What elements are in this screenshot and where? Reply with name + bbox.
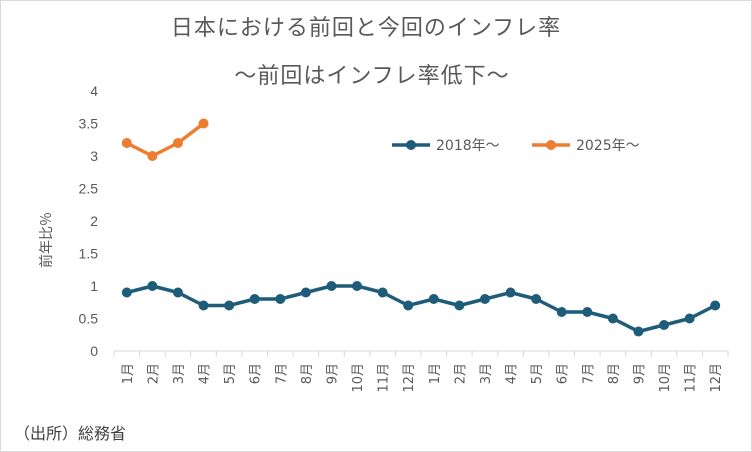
data-point bbox=[428, 294, 439, 304]
x-tick-label: 4月 bbox=[198, 363, 213, 384]
data-point bbox=[249, 294, 260, 304]
legend-marker bbox=[406, 140, 416, 150]
x-tick-label: 6月 bbox=[249, 363, 264, 384]
legend-marker bbox=[546, 140, 556, 150]
x-tick-label: 1月 bbox=[428, 363, 443, 384]
x-tick-label: 4月 bbox=[505, 363, 520, 384]
x-tick-label: 10月 bbox=[658, 363, 673, 393]
data-point bbox=[710, 300, 721, 311]
x-tick-label: 7月 bbox=[274, 363, 289, 384]
x-tick-label: 2月 bbox=[453, 363, 468, 384]
y-tick-label: 3 bbox=[90, 148, 98, 164]
data-point bbox=[172, 287, 183, 298]
data-point bbox=[352, 281, 363, 291]
x-tick-label: 8月 bbox=[607, 363, 622, 384]
x-tick-label: 12月 bbox=[402, 363, 417, 393]
data-point bbox=[172, 138, 183, 148]
data-point bbox=[582, 307, 593, 317]
legend-label: 2018年〜 bbox=[436, 138, 500, 154]
data-point bbox=[403, 300, 414, 311]
series-line bbox=[125, 122, 205, 158]
data-point bbox=[556, 307, 567, 317]
series-line bbox=[126, 284, 717, 334]
x-tick-label: 11月 bbox=[377, 363, 392, 393]
y-tick-label: 4 bbox=[90, 83, 98, 99]
data-point bbox=[198, 300, 209, 311]
data-point bbox=[121, 287, 132, 298]
y-tick-label: 0 bbox=[90, 343, 98, 359]
y-tick-label: 0.5 bbox=[79, 311, 99, 327]
data-point bbox=[505, 287, 516, 298]
y-tick-label: 2.5 bbox=[79, 181, 99, 197]
data-point bbox=[147, 151, 158, 161]
source-note: （出所）総務省 bbox=[14, 424, 127, 443]
y-tick-label: 1.5 bbox=[79, 246, 99, 262]
legend-label: 2025年〜 bbox=[576, 138, 640, 154]
y-tick-label: 1 bbox=[90, 278, 98, 294]
x-tick-label: 7月 bbox=[581, 363, 596, 384]
x-tick-label: 3月 bbox=[172, 363, 187, 384]
data-point bbox=[479, 294, 490, 304]
y-tick-label: 3.5 bbox=[79, 116, 99, 132]
x-tick-label: 10月 bbox=[351, 363, 366, 393]
x-tick-label: 1月 bbox=[121, 363, 136, 384]
x-tick-label: 9月 bbox=[325, 363, 340, 384]
data-point bbox=[121, 138, 132, 148]
data-point bbox=[326, 281, 337, 291]
y-tick-label: 2 bbox=[90, 213, 98, 229]
data-point bbox=[224, 300, 235, 311]
data-point bbox=[454, 300, 465, 311]
data-point bbox=[531, 294, 542, 304]
data-point bbox=[198, 118, 209, 129]
x-tick-label: 9月 bbox=[632, 363, 647, 384]
x-tick-label: 2月 bbox=[146, 363, 161, 384]
data-point bbox=[633, 326, 644, 337]
chart-subtitle: 〜前回はインフレ率低下〜 bbox=[234, 64, 510, 89]
data-point bbox=[607, 313, 618, 324]
x-tick-label: 5月 bbox=[530, 363, 545, 384]
data-point bbox=[377, 287, 388, 298]
x-tick-label: 6月 bbox=[556, 363, 571, 384]
chart-title: 日本における前回と今回のインフレ率 bbox=[170, 16, 562, 41]
x-tick-label: 11月 bbox=[684, 363, 699, 393]
x-tick-label: 8月 bbox=[300, 363, 315, 384]
data-point bbox=[684, 313, 695, 324]
data-point bbox=[147, 281, 158, 291]
data-point bbox=[300, 287, 311, 298]
data-point bbox=[275, 294, 286, 304]
x-tick-label: 3月 bbox=[479, 363, 494, 384]
x-tick-label: 12月 bbox=[709, 363, 724, 393]
x-tick-label: 5月 bbox=[223, 363, 238, 384]
data-point bbox=[659, 320, 670, 330]
